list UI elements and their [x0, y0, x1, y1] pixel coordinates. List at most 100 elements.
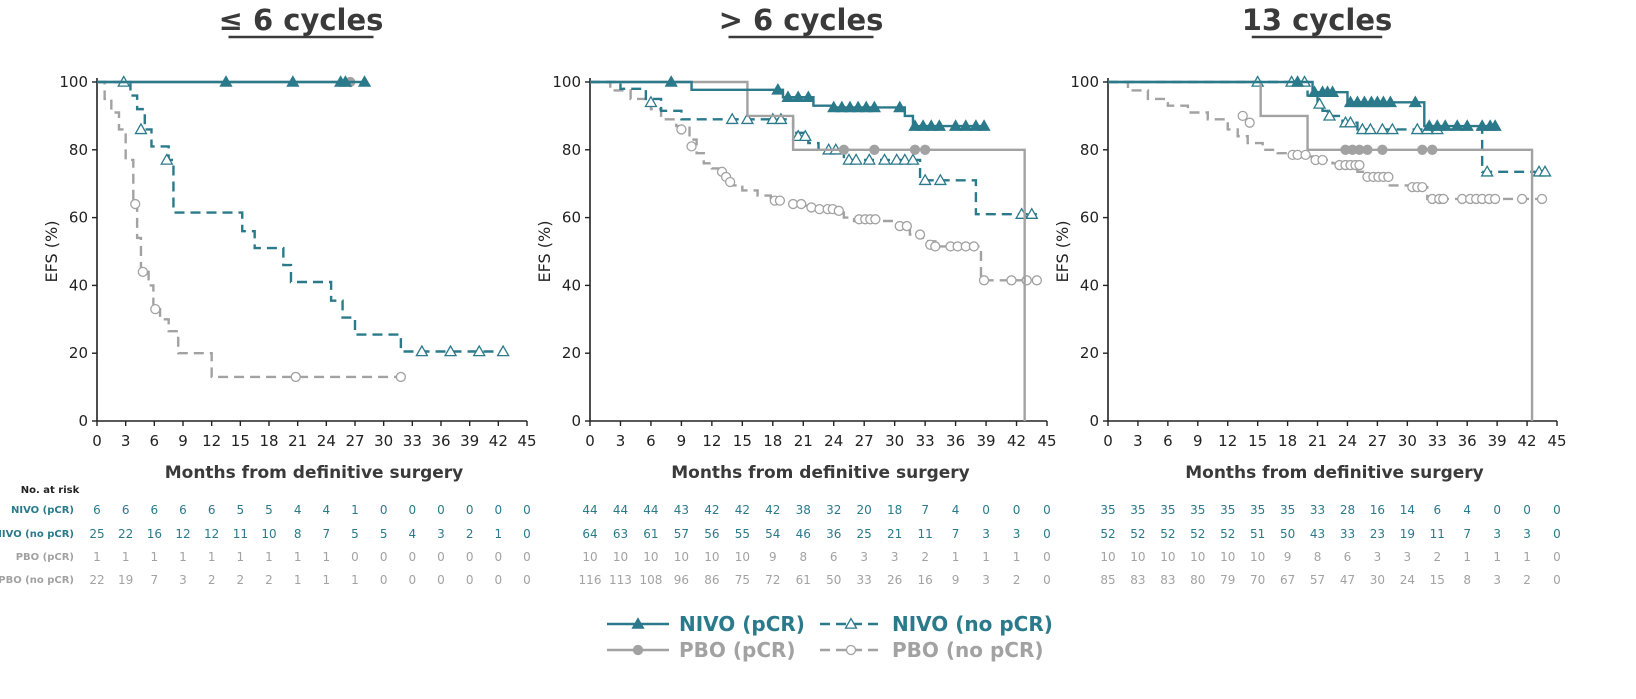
x-axis-label: Months from definitive surgery	[671, 463, 970, 483]
censor-mark	[781, 90, 795, 103]
risk-value: 8	[1463, 573, 1471, 587]
censor-mark	[1450, 119, 1464, 131]
risk-value: 35	[1160, 503, 1175, 517]
censor-mark	[1417, 181, 1428, 193]
risk-value: 1	[294, 550, 302, 564]
x-axis-label: Months from definitive surgery	[1185, 463, 1484, 483]
series-line	[97, 80, 403, 379]
censor-mark	[906, 153, 920, 165]
censor-mark	[1031, 275, 1042, 286]
risk-value: 4	[952, 503, 960, 517]
censor-mark	[724, 176, 736, 188]
risk-value: 2	[1433, 550, 1441, 564]
risk-row-label: NIVO (no pCR)	[0, 529, 74, 540]
censor-mark	[1438, 119, 1452, 131]
risk-value: 52	[1160, 527, 1175, 541]
risk-value: 0	[409, 550, 417, 564]
risk-value: 35	[1100, 503, 1115, 517]
risk-value: 43	[674, 503, 689, 517]
risk-value: 6	[179, 503, 187, 517]
x-tick-label: 12	[202, 432, 221, 450]
x-tick-label: 39	[460, 432, 479, 450]
y-tick-label: 80	[69, 141, 88, 159]
risk-value: 50	[1280, 527, 1295, 541]
x-tick-label: 18	[763, 432, 782, 450]
risk-value: 11	[1430, 527, 1445, 541]
risk-value: 0	[1493, 503, 1501, 517]
risk-value: 3	[891, 550, 899, 564]
censor-mark	[1307, 85, 1322, 97]
risk-value: 1	[495, 527, 503, 541]
risk-value: 0	[523, 573, 531, 587]
censor-mark	[870, 214, 881, 225]
risk-value: 3	[437, 527, 445, 541]
censor-mark	[862, 153, 876, 165]
censor-mark	[867, 100, 881, 113]
risk-value: 11	[917, 527, 932, 541]
x-tick-label: 15	[733, 432, 752, 450]
risk-value: 2	[921, 550, 929, 564]
risk-value: 0	[1043, 550, 1051, 564]
censor-mark	[1355, 122, 1370, 135]
risk-value: 0	[495, 503, 503, 517]
risk-value: 1	[351, 573, 359, 587]
censor-mark	[893, 100, 907, 113]
y-tick-label: 40	[69, 276, 88, 294]
risk-value: 26	[887, 573, 902, 587]
risk-value: 0	[495, 550, 503, 564]
risk-value: 8	[294, 527, 302, 541]
risk-value: 70	[1250, 573, 1265, 587]
risk-value: 0	[523, 527, 531, 541]
censor-mark	[1480, 165, 1494, 177]
risk-value: 1	[952, 550, 960, 564]
risk-value: 0	[1523, 503, 1531, 517]
x-tick-label: 21	[1308, 432, 1327, 450]
risk-value: 16	[1370, 503, 1385, 517]
y-tick-label: 40	[562, 276, 581, 294]
censor-mark	[771, 82, 785, 95]
risk-value: 0	[466, 503, 474, 517]
risk-value: 9	[952, 573, 960, 587]
risk-value: 10	[735, 550, 750, 564]
y-tick-label: 100	[59, 73, 88, 91]
risk-value: 0	[1553, 573, 1561, 587]
risk-value: 4	[1463, 503, 1471, 517]
risk-value: 6	[1433, 503, 1441, 517]
risk-value: 6	[830, 550, 838, 564]
x-tick-label: 12	[702, 432, 721, 450]
risk-value: 75	[735, 573, 750, 587]
x-tick-label: 21	[288, 432, 307, 450]
censor-mark	[851, 100, 865, 113]
risk-value: 1	[93, 550, 101, 564]
x-tick-label: 36	[431, 432, 450, 450]
risk-value: 52	[1220, 527, 1235, 541]
x-tick-label: 6	[646, 432, 656, 450]
x-tick-label: 3	[121, 432, 131, 450]
censor-mark	[1516, 193, 1528, 205]
risk-value: 83	[1160, 573, 1175, 587]
risk-value: 5	[351, 527, 359, 541]
risk-value: 10	[1250, 550, 1265, 564]
risk-value: 3	[860, 550, 868, 564]
risk-value: 11	[233, 527, 248, 541]
risk-value: 25	[89, 527, 104, 541]
risk-value: 20	[857, 503, 872, 517]
x-tick-label: 36	[1458, 432, 1477, 450]
censor-mark	[1343, 115, 1358, 128]
risk-value: 108	[639, 573, 662, 587]
y-axis-label: EFS (%)	[42, 221, 61, 283]
risk-value: 7	[921, 503, 929, 517]
censor-mark	[395, 371, 407, 383]
risk-value: 2	[1013, 573, 1021, 587]
censor-mark	[1475, 119, 1489, 131]
x-tick-label: 33	[403, 432, 422, 450]
risk-value: 63	[613, 527, 628, 541]
censor-mark	[644, 95, 658, 108]
risk-value: 19	[1400, 527, 1415, 541]
risk-value: 10	[1190, 550, 1205, 564]
risk-value: 4	[409, 527, 417, 541]
censor-mark	[1410, 122, 1424, 135]
risk-value: 54	[765, 527, 780, 541]
risk-value: 33	[857, 573, 872, 587]
risk-value: 35	[1250, 503, 1265, 517]
